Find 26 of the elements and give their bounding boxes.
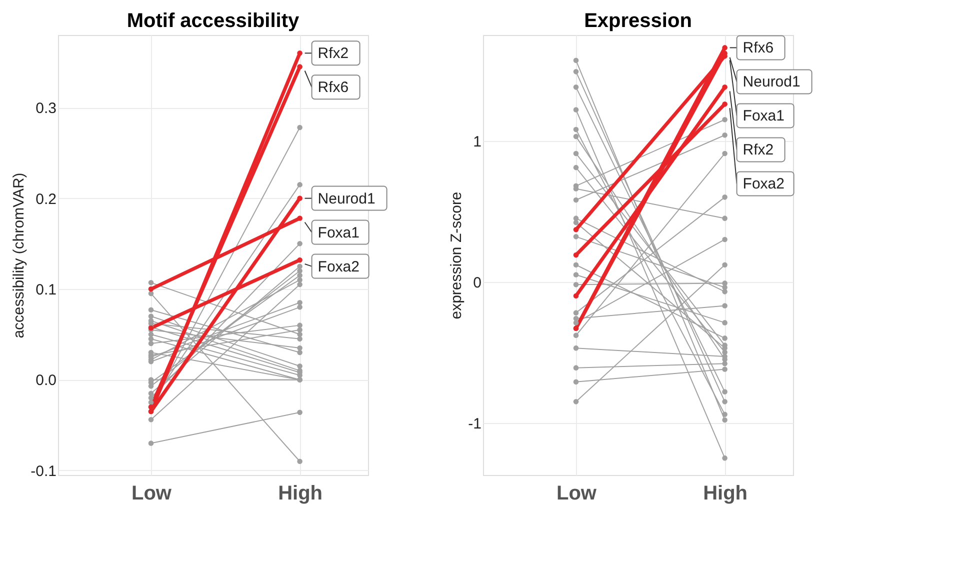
chart-title: Expression bbox=[584, 10, 692, 32]
x-tick-label: High bbox=[278, 482, 323, 504]
series-label: Rfx2 bbox=[318, 45, 349, 62]
series-label: Foxa2 bbox=[318, 258, 360, 276]
series-label: Neurod1 bbox=[742, 74, 800, 91]
y-axis-title: expression Z-score bbox=[448, 192, 466, 320]
y-tick-label: 0.0 bbox=[36, 372, 56, 390]
text: Foxa2 bbox=[742, 176, 785, 193]
y-tick-label: -0.1 bbox=[30, 462, 56, 480]
x-tick-label: Low bbox=[132, 482, 172, 504]
text: Rfx2 bbox=[742, 142, 774, 159]
series-label: Rfx6 bbox=[318, 79, 349, 96]
x-tick-label: High bbox=[703, 482, 748, 504]
series-label: Rfx6 bbox=[742, 40, 774, 57]
x-tick-label: Low bbox=[556, 482, 597, 504]
y-tick-label: 1 bbox=[473, 133, 482, 150]
y-tick-label: 0.1 bbox=[36, 282, 56, 299]
y-tick-label: -1 bbox=[468, 415, 482, 432]
chart-title: Motif accessibility bbox=[126, 10, 300, 32]
text: Foxa1 bbox=[742, 108, 785, 125]
y-tick-label: 0 bbox=[473, 274, 482, 292]
y-axis-title: accessibility (chromVAR) bbox=[10, 172, 28, 338]
y-tick-label: 0.2 bbox=[36, 190, 56, 208]
series-label: Foxa1 bbox=[318, 224, 360, 242]
series-label: Neurod1 bbox=[318, 190, 376, 208]
y-tick-label: 0.3 bbox=[36, 100, 56, 118]
